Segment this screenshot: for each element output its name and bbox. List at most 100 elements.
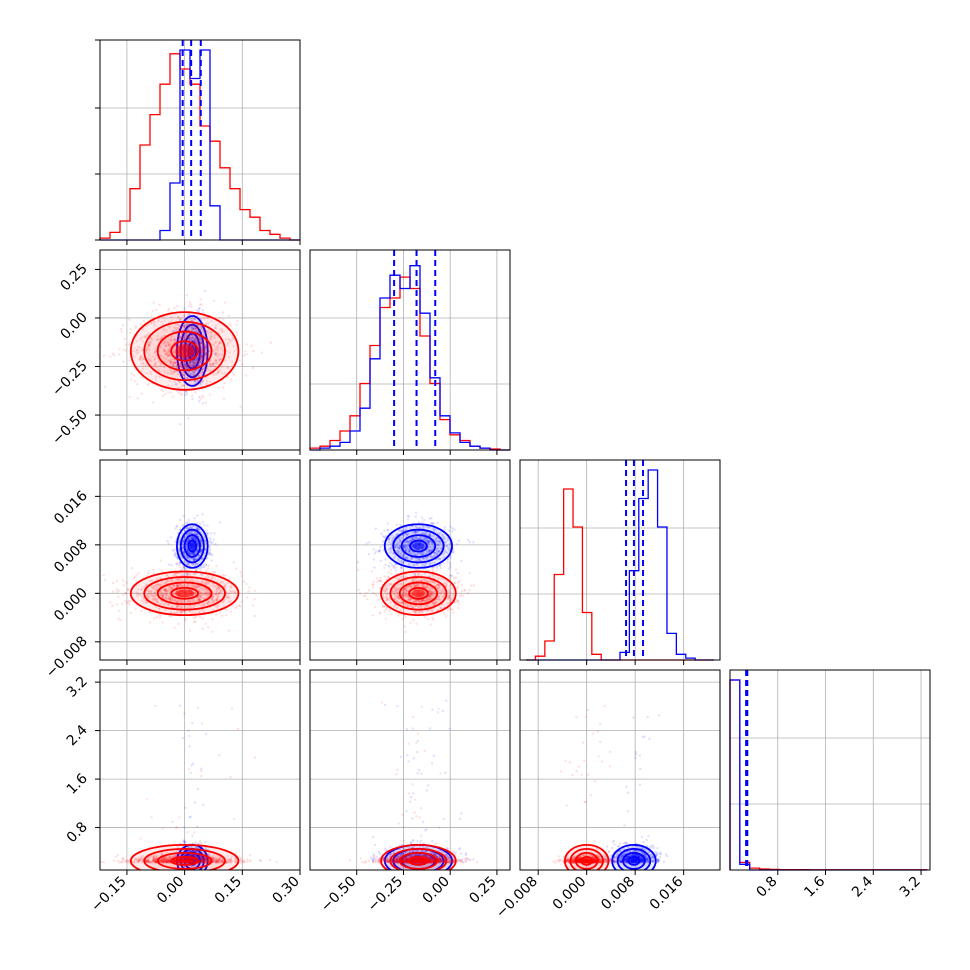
scatter-point [163,342,166,345]
scatter-point [191,361,195,365]
scatter-point [115,588,118,591]
scatter-point [220,330,224,334]
scatter-point [251,366,255,370]
scatter-point [175,382,178,386]
scatter-point [177,366,180,370]
scatter-point [200,355,203,358]
scatter-point [193,370,196,374]
scatter-point [221,311,225,314]
scatter-point [153,617,156,620]
scatter-point [190,319,193,322]
scatter-point [147,344,150,347]
scatter-point [184,367,188,370]
scatter-point [170,563,173,567]
scatter-point [138,358,141,361]
scatter-point [194,340,197,344]
scatter-point [208,393,212,397]
scatter-point [186,336,189,339]
scatter-point [152,568,155,571]
scatter-point [457,581,460,584]
scatter-point [356,560,359,564]
scatter-point [438,564,442,568]
scatter-point [201,402,204,405]
scatter-point [180,324,183,328]
scatter-point [163,370,166,374]
scatter-point [198,353,201,356]
scatter-point [193,327,196,330]
scatter-point [230,378,233,381]
scatter-point [191,360,194,364]
scatter-point [216,371,219,375]
scatter-point [373,552,376,555]
scatter-point [169,372,173,375]
scatter-point [247,586,251,589]
scatter-point [209,335,212,338]
scatter-point [173,351,176,354]
scatter-point [117,353,121,356]
scatter-point [196,371,200,375]
scatter-point [209,363,213,367]
scatter-point [374,527,378,530]
scatter-point [227,366,230,370]
scatter-point [196,514,199,517]
scatter-point [209,338,213,341]
scatter-point [194,379,197,383]
scatter-point [174,328,177,332]
scatter-point [194,336,198,339]
scatter-point [452,611,455,614]
scatter-point [198,345,202,349]
scatter-point [182,384,185,387]
scatter-point [214,347,218,351]
scatter-point [202,317,206,320]
scatter-point [209,369,213,372]
scatter-point [123,337,126,341]
scatter-point [422,519,426,522]
scatter-point [123,599,127,603]
scatter-point [192,360,195,364]
scatter-point [177,386,180,390]
scatter-point [177,622,180,626]
scatter-point [94,602,96,604]
scatter-point [468,540,471,544]
scatter-point [186,323,189,327]
scatter-point [193,340,197,343]
scatter-point [205,354,208,358]
scatter-point [178,336,182,339]
scatter-point [184,618,187,622]
scatter-point [214,353,218,356]
scatter-point [202,311,205,314]
scatter-point [201,358,204,361]
scatter-point [394,563,397,567]
scatter-point [188,336,191,340]
scatter-point [215,565,218,568]
scatter-point [214,349,218,352]
scatter-point [122,360,125,363]
scatter-point [234,606,237,610]
scatter-point [178,381,181,384]
scatter-point [209,552,213,556]
scatter-point [192,329,195,333]
scatter-point [245,582,248,586]
scatter-point [161,389,165,393]
scatter-point [195,357,199,360]
scatter-point [388,565,391,568]
scatter-point [145,336,148,339]
scatter-point [147,343,151,347]
scatter-point [365,542,368,545]
scatter-point [456,572,459,575]
scatter-point [177,324,181,327]
scatter-point [109,600,112,604]
scatter-point [207,564,210,567]
scatter-point [205,352,208,355]
scatter-point [201,520,204,524]
scatter-point [389,561,392,565]
scatter-point [117,609,121,612]
scatter-point [145,349,148,353]
scatter-point [236,319,239,323]
scatter-point [137,572,140,575]
scatter-point [213,353,216,356]
scatter-point [242,580,246,583]
scatter-point [213,532,216,535]
scatter-point [121,579,125,582]
